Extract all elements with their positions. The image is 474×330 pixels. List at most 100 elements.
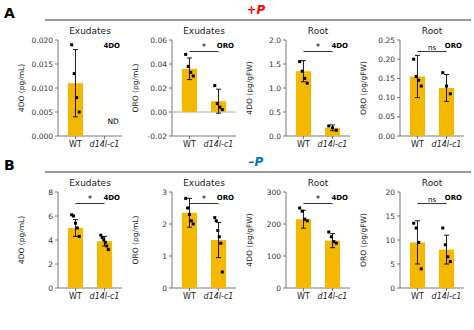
tick (55, 136, 58, 137)
panel: Root4DO (pg/gFW)0.00.51.01.52.0WTd14l-c1… (245, 26, 350, 149)
bar (68, 228, 83, 288)
point (192, 223, 195, 226)
panel: Exudates4DO (pg/mL)0.0000.0050.0100.0150… (17, 26, 122, 149)
axis-title: 4DO (pg/gFW) (245, 61, 254, 114)
tick-label: 0.04 (150, 60, 167, 69)
title: Root (308, 26, 329, 36)
error-cap (444, 74, 449, 75)
x-axis (172, 288, 236, 289)
category-tick (303, 288, 304, 291)
point (221, 108, 224, 111)
panel: Exudates4DO (pg/mL)02468WTd14l-c1*4DO (17, 178, 122, 301)
tick-label: 0.00 (378, 132, 395, 141)
y-axis (286, 192, 287, 288)
tick (397, 136, 400, 137)
axis-title: ORO (pg/mL) (131, 64, 140, 113)
tick-label: 2.0 (269, 36, 281, 45)
tick (169, 288, 172, 289)
error-stem (189, 58, 190, 80)
tick-label: 6 (48, 212, 53, 221)
error-cap (415, 220, 420, 221)
panel: RootORO (pg/gFW)0.000.050.100.150.200.25… (359, 26, 464, 149)
panel-label: 4DO (103, 194, 120, 202)
category-label: d14l-c1 (432, 140, 462, 149)
marks (410, 221, 454, 288)
category-tick (75, 136, 76, 139)
point (70, 43, 73, 46)
significance: * (202, 194, 207, 204)
tick-label: 200 (267, 220, 282, 229)
point (412, 222, 415, 225)
tick-label: 0.5 (269, 108, 281, 117)
tick (283, 288, 286, 289)
point (105, 245, 108, 248)
category-tick (218, 288, 219, 291)
category-tick (189, 288, 190, 291)
axis-title: ORO (pg/gFW) (359, 213, 368, 267)
point (107, 248, 110, 251)
error-cap (301, 228, 306, 229)
point (327, 124, 330, 127)
category-tick (417, 288, 418, 291)
point (444, 243, 447, 246)
panel-label: ORO (445, 42, 462, 50)
point (446, 255, 449, 258)
bar (97, 241, 112, 288)
bar (439, 250, 454, 288)
title: Root (422, 178, 443, 188)
tick (55, 40, 58, 41)
point (192, 75, 195, 78)
error-cap (444, 101, 449, 102)
error-bar (187, 198, 192, 227)
error-stem (218, 222, 219, 257)
tick-label: 0.00 (150, 108, 167, 117)
point (306, 219, 309, 222)
point (73, 72, 76, 75)
y-axis (172, 40, 173, 136)
tick (397, 264, 400, 265)
tick (397, 40, 400, 41)
error-cap (330, 124, 335, 125)
marks (296, 60, 340, 136)
tick (169, 192, 172, 193)
point (417, 79, 420, 82)
section-title: +P (247, 3, 266, 17)
point (219, 242, 222, 245)
category-label: WT (297, 140, 310, 149)
axis-title: 4DO (pg/gFW) (245, 213, 254, 266)
tick-label: 1.0 (269, 84, 281, 93)
error-cap (444, 264, 449, 265)
tick (397, 59, 400, 60)
point (76, 227, 79, 230)
category-label: WT (411, 292, 424, 301)
tick (55, 64, 58, 65)
point (306, 82, 309, 85)
panel-label: ORO (217, 42, 234, 50)
error-cap (415, 264, 420, 265)
point (441, 71, 444, 74)
point (420, 85, 423, 88)
tick-label: 15 (385, 212, 395, 221)
tick (169, 256, 172, 257)
point (216, 229, 219, 232)
title: Root (308, 178, 329, 188)
tick (55, 240, 58, 241)
point (190, 219, 193, 222)
tick-label: 4 (48, 236, 53, 245)
tick (55, 192, 58, 193)
x-axis (400, 288, 464, 289)
tick (283, 192, 286, 193)
tick (169, 136, 172, 137)
significance: ns (428, 196, 436, 204)
axis-title: 4DO (pg/mL) (17, 64, 26, 112)
category-label: d14l-c1 (318, 140, 348, 149)
point (188, 213, 191, 216)
tick (397, 78, 400, 79)
error-bar (330, 125, 335, 131)
x-axis (286, 136, 350, 137)
error-bar (301, 61, 306, 82)
tick (169, 40, 172, 41)
error-stem (75, 220, 76, 237)
point (335, 129, 338, 132)
point (213, 216, 216, 219)
